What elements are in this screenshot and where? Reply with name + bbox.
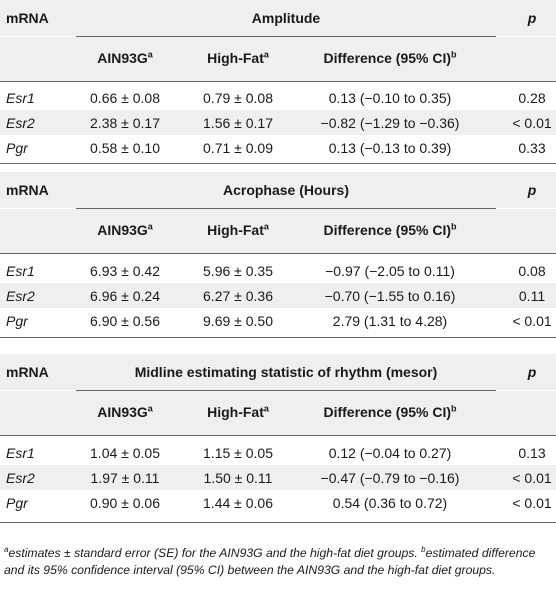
section-header-acrophase (0, 172, 556, 208)
ain93g-cell: 6.96 ± 0.24 (90, 288, 160, 304)
ain93g-cell: 0.58 ± 0.10 (90, 140, 160, 156)
table-bottom-rule (0, 522, 556, 523)
difference-cell: 0.54 (0.36 to 0.72) (332, 495, 448, 511)
gene-cell: Esr1 (6, 90, 35, 106)
difference-cell: 2.79 (1.31 to 4.28) (332, 313, 448, 329)
table-row (0, 135, 556, 160)
p-value-cell: < 0.01 (512, 470, 552, 486)
table-row (0, 258, 556, 283)
gene-cell: Esr2 (6, 470, 35, 486)
high-fat-cell: 1.44 ± 0.06 (203, 495, 273, 511)
header-divider (76, 390, 496, 391)
ain93g-cell: 2.38 ± 0.17 (90, 115, 160, 131)
column-header-divider (0, 253, 556, 254)
difference-cell: 0.13 (−0.10 to 0.35) (328, 90, 452, 106)
mrna-column-header: mRNA (6, 182, 49, 198)
table-row (0, 308, 556, 333)
ain93g-cell: 6.93 ± 0.42 (90, 263, 160, 279)
table-footnote: aestimates ± standard error (SE) for the… (4, 544, 536, 577)
column-header-divider (0, 435, 556, 436)
table-row (0, 110, 556, 135)
high-fat-column-header: High-Fata (207, 49, 269, 66)
table-row (0, 85, 556, 110)
header-divider (76, 208, 496, 209)
high-fat-cell: 1.56 ± 0.17 (203, 115, 273, 131)
difference-column-header: Difference (95% CI)b (323, 221, 457, 238)
gene-cell: Esr2 (6, 288, 35, 304)
ain93g-column-header: AIN93Ga (97, 403, 153, 420)
p-value-cell: 0.33 (518, 140, 546, 156)
section-title: Amplitude (251, 10, 321, 26)
high-fat-cell: 0.79 ± 0.08 (203, 90, 273, 106)
p-value-cell: 0.28 (518, 90, 546, 106)
p-value-cell: < 0.01 (512, 313, 552, 329)
ain93g-cell: 1.97 ± 0.11 (90, 470, 160, 486)
section-header-mesor (0, 354, 556, 390)
ain93g-column-header: AIN93Ga (97, 49, 153, 66)
mrna-column-header: mRNA (6, 364, 49, 380)
table-row (0, 465, 556, 490)
difference-cell: −0.70 (−1.55 to 0.16) (324, 288, 456, 304)
section-title: Midline estimating statistic of rhythm (… (134, 364, 438, 380)
header-divider (76, 36, 496, 37)
difference-cell: −0.82 (−1.29 to −0.36) (320, 115, 460, 131)
gene-cell: Esr1 (6, 445, 35, 461)
difference-column-header: Difference (95% CI)b (323, 49, 457, 66)
p-column-header: p (527, 10, 537, 26)
gene-cell: Esr2 (6, 115, 35, 131)
high-fat-cell: 5.96 ± 0.35 (203, 263, 273, 279)
ain93g-cell: 0.66 ± 0.08 (90, 90, 160, 106)
section-header-amplitude (0, 0, 556, 36)
p-value-cell: 0.08 (518, 263, 546, 279)
difference-cell: 0.12 (−0.04 to 0.27) (328, 445, 452, 461)
difference-cell: −0.97 (−2.05 to 0.11) (325, 263, 455, 279)
p-value-cell: 0.13 (518, 445, 546, 461)
ain93g-cell: 0.90 ± 0.06 (90, 495, 160, 511)
high-fat-column-header: High-Fata (207, 221, 269, 238)
high-fat-column-header: High-Fata (207, 403, 269, 420)
ain93g-cell: 1.04 ± 0.05 (90, 445, 160, 461)
column-header-divider (0, 81, 556, 82)
table-row (0, 283, 556, 308)
high-fat-cell: 1.15 ± 0.05 (203, 445, 273, 461)
column-header-row (0, 391, 556, 435)
high-fat-cell: 0.71 ± 0.09 (203, 140, 273, 156)
section-divider (0, 337, 556, 338)
p-column-header: p (527, 364, 537, 380)
high-fat-cell: 9.69 ± 0.50 (203, 313, 273, 329)
table-row (0, 490, 556, 515)
section-title: Acrophase (Hours) (222, 182, 350, 198)
high-fat-cell: 6.27 ± 0.36 (203, 288, 273, 304)
p-value-cell: < 0.01 (512, 495, 552, 511)
gene-cell: Pgr (6, 495, 28, 511)
table-row (0, 440, 556, 465)
ain93g-cell: 6.90 ± 0.56 (90, 313, 160, 329)
column-header-row (0, 209, 556, 253)
p-column-header: p (527, 182, 537, 198)
gene-cell: Pgr (6, 313, 28, 329)
p-value-cell: 0.11 (518, 288, 546, 304)
column-header-row (0, 37, 556, 81)
gene-cell: Esr1 (6, 263, 35, 279)
section-divider (0, 163, 556, 164)
difference-cell: −0.47 (−0.79 to −0.16) (320, 470, 460, 486)
high-fat-cell: 1.50 ± 0.11 (203, 470, 273, 486)
ain93g-column-header: AIN93Ga (97, 221, 153, 238)
difference-column-header: Difference (95% CI)b (323, 403, 457, 420)
mrna-column-header: mRNA (6, 10, 49, 26)
p-value-cell: < 0.01 (512, 115, 552, 131)
gene-cell: Pgr (6, 140, 28, 156)
difference-cell: 0.13 (−0.13 to 0.39) (328, 140, 452, 156)
